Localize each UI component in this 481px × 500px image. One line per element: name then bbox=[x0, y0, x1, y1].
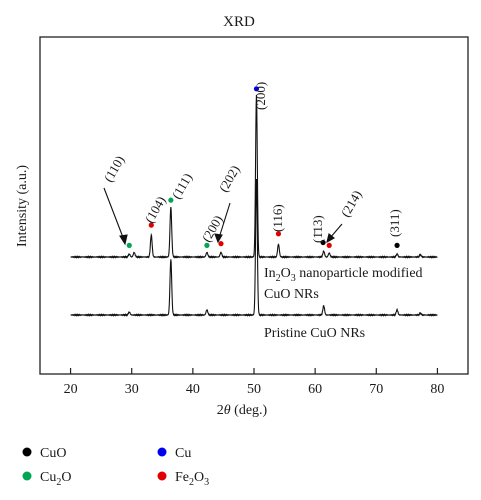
arrowhead-110 bbox=[119, 234, 128, 246]
annotation-113: (1̄13) bbox=[310, 215, 325, 243]
arrow-202 bbox=[218, 202, 231, 239]
x-tick-label: 60 bbox=[308, 382, 322, 397]
legend-dot-fe2o3 bbox=[157, 471, 167, 481]
series-line-pristine bbox=[70, 178, 438, 317]
x-tick-label: 50 bbox=[247, 382, 261, 397]
arrow-214 bbox=[329, 223, 343, 239]
x-tick-label: 20 bbox=[64, 382, 78, 397]
phase-marker-fe2o3 bbox=[275, 231, 282, 237]
annotation-311: (311) bbox=[387, 209, 402, 237]
label-pristine: Pristine CuO NRs bbox=[264, 326, 365, 341]
label-modified-line2: CuO NRs bbox=[264, 287, 319, 302]
series-layer bbox=[70, 94, 438, 317]
chart-title: XRD bbox=[223, 14, 255, 30]
arrow-110 bbox=[103, 187, 125, 241]
series-line-modified bbox=[70, 94, 438, 259]
annotation-arrows bbox=[103, 187, 343, 246]
x-tick-label: 40 bbox=[186, 382, 200, 397]
arrowhead-214 bbox=[326, 233, 335, 244]
x-axis-ticks: 20 30 40 50 60 70 80 bbox=[64, 368, 444, 397]
phase-marker-cuo bbox=[394, 242, 400, 248]
legend: CuO Cu Cu2O Fe2O3 bbox=[22, 446, 209, 488]
peak-annotations: (110) (104) (111) (200) (202) (200) (116… bbox=[101, 82, 402, 245]
phase-marker-cu2o bbox=[168, 197, 174, 203]
annotation-200-cu: (200) bbox=[253, 82, 268, 110]
annotation-116: (116) bbox=[270, 204, 285, 232]
legend-label-cu: Cu bbox=[175, 446, 191, 461]
phase-marker-cu2o bbox=[126, 242, 132, 248]
x-tick-label: 70 bbox=[369, 382, 383, 397]
phase-marker-fe2o3 bbox=[218, 241, 224, 247]
x-tick-label: 30 bbox=[125, 382, 139, 397]
phase-marker-fe2o3 bbox=[148, 222, 154, 228]
legend-label-fe2o3: Fe2O3 bbox=[175, 470, 209, 488]
legend-label-cuo: CuO bbox=[40, 446, 66, 461]
legend-dot-cuo bbox=[22, 447, 32, 457]
phase-marker-cu bbox=[253, 86, 260, 92]
annotation-202: (202) bbox=[216, 163, 243, 195]
phase-markers bbox=[126, 86, 400, 248]
arrowhead-202 bbox=[214, 233, 223, 244]
annotation-110: (110) bbox=[101, 153, 128, 184]
annotation-111: (111) bbox=[169, 170, 196, 201]
x-tick-label: 80 bbox=[430, 382, 444, 397]
legend-label-cu2o: Cu2O bbox=[40, 470, 71, 488]
x-axis-label: 2θ (deg.) bbox=[217, 403, 268, 418]
y-axis-label: Intensity (a.u.) bbox=[15, 165, 30, 247]
phase-marker-cuo bbox=[320, 239, 326, 246]
phase-marker-fe2o3 bbox=[326, 242, 332, 248]
phase-marker-cu2o bbox=[204, 242, 210, 248]
legend-dot-cu bbox=[157, 447, 167, 457]
legend-dot-cu2o bbox=[22, 471, 32, 481]
annotation-104: (104) bbox=[142, 194, 169, 226]
annotation-214: (214) bbox=[338, 188, 365, 220]
label-modified-line1: In2O3 nanoparticle modified bbox=[264, 266, 423, 284]
